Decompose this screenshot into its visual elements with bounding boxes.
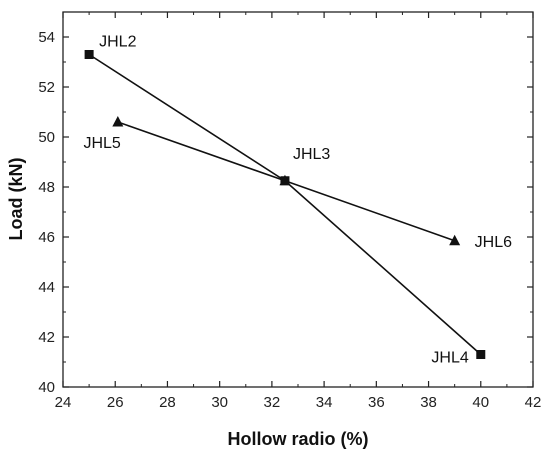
point-label: JHL3 [293, 146, 330, 163]
point-label: JHL5 [83, 135, 120, 152]
x-tick-label: 34 [316, 394, 333, 411]
x-tick-label: 26 [107, 394, 124, 411]
x-tick-label: 28 [159, 394, 176, 411]
x-axis-title: Hollow radio (%) [228, 429, 369, 449]
y-tick-label: 40 [38, 379, 55, 396]
square-marker [476, 350, 486, 359]
x-tick-label: 30 [211, 394, 228, 411]
y-tick-label: 50 [38, 129, 55, 146]
square-marker [84, 50, 94, 59]
data-markers [84, 50, 486, 359]
y-axis-title: Load (kN) [6, 157, 26, 240]
point-label: JHL2 [99, 34, 136, 51]
x-tick-labels: 24 26 28 30 32 34 36 38 40 42 [55, 394, 542, 411]
point-label: JHL4 [431, 350, 468, 367]
y-tick-labels: 40 42 44 46 48 50 52 54 [38, 29, 55, 396]
triangle-marker [449, 234, 461, 246]
series-line [88, 53, 482, 356]
y-tick-label: 54 [38, 29, 55, 46]
point-label: JHL6 [475, 234, 512, 251]
x-tick-label: 40 [472, 394, 489, 411]
x-tick-label: 38 [420, 394, 437, 411]
y-tick-label: 46 [38, 229, 55, 246]
y-tick-label: 52 [38, 79, 55, 96]
x-tick-label: 24 [55, 394, 72, 411]
plot-frame [62, 11, 534, 388]
x-tick-label: 36 [368, 394, 385, 411]
axis-ticks [62, 12, 534, 388]
x-tick-label: 32 [264, 394, 281, 411]
triangle-marker [112, 116, 124, 127]
triangle-marker [279, 174, 291, 186]
y-tick-label: 44 [38, 279, 55, 296]
series-lines [88, 53, 482, 356]
y-tick-label: 42 [38, 329, 55, 346]
point-labels: JHL2 JHL3 JHL4 JHL5 JHL6 [83, 34, 512, 367]
y-tick-label: 48 [38, 179, 55, 196]
x-tick-label: 42 [525, 394, 542, 411]
